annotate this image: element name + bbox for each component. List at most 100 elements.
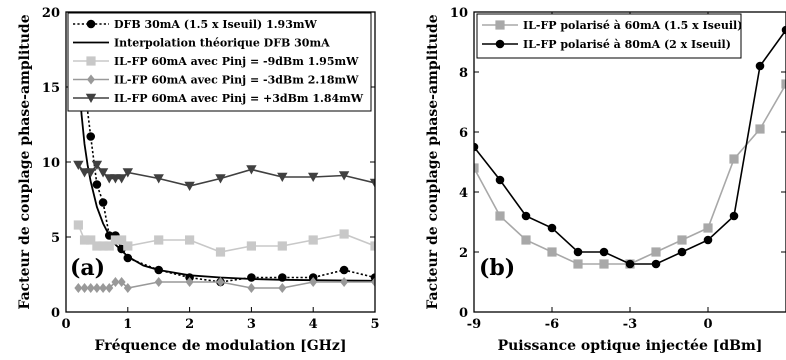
series-3-point (99, 283, 108, 293)
series-0-point (86, 132, 96, 141)
series-3-point (340, 277, 349, 287)
series-group (474, 25, 786, 269)
series-1-point (651, 259, 661, 269)
panel-tag: (a) (70, 255, 105, 281)
series-2-point (86, 235, 96, 245)
series-2-point (246, 241, 256, 251)
y-axis-title: Facteur de couplage phase-amplitude (17, 14, 33, 309)
series-0-point (703, 223, 713, 233)
series-3-point (105, 283, 114, 293)
series-3-point (154, 277, 163, 287)
series-0-point (755, 124, 765, 134)
series-1-point (573, 247, 583, 257)
series-2-point (308, 235, 318, 245)
series-4-point (97, 168, 109, 178)
legend: IL-FP polarisé à 60mA (1.5 x Iseuil) IL-F… (476, 13, 742, 59)
series-3-point (247, 283, 256, 293)
series-4-point (215, 174, 226, 184)
series-3-point (111, 277, 120, 287)
series-4-point (308, 172, 319, 182)
series-3-point (371, 277, 375, 287)
series-4-point (184, 181, 195, 191)
series-2-point (110, 235, 121, 245)
y-tick-label: 6 (459, 126, 468, 141)
legend-marker-0 (495, 20, 505, 30)
series-0-point (92, 180, 102, 189)
series-4-point (369, 178, 375, 188)
x-tick-label: 5 (370, 317, 379, 332)
legend-box (476, 13, 742, 59)
legend-box (67, 12, 372, 112)
series-4-point (246, 165, 257, 175)
x-tick-label: 1 (123, 317, 132, 332)
legend: DFB 30mA (1.5 x Iseuil) 1.93mW Interpolat… (67, 12, 372, 112)
x-tick-label: -3 (623, 317, 637, 332)
legend-label-0: IL-FP polarisé à 60mA (1.5 x Iseuil) (523, 19, 742, 32)
y-tick-label: 0 (51, 306, 60, 321)
series-2-point (73, 220, 83, 230)
series-2-point (277, 241, 287, 251)
series-0-point (651, 247, 661, 257)
series-0-point (247, 273, 256, 282)
series-2-point (185, 235, 195, 245)
series-4-point (338, 171, 350, 181)
series-2-point (104, 241, 114, 251)
series-2-point (98, 241, 108, 251)
series-0-point (573, 259, 583, 269)
series-2-point (339, 229, 349, 239)
series-1-point (495, 175, 505, 185)
legend-label-2: IL-FP 60mA avec Pinj = -9dBm 1.95mW (114, 55, 359, 68)
series-1-point (677, 247, 687, 257)
series-1-point (625, 259, 635, 269)
series-1-point (781, 25, 786, 35)
legend-marker-2 (86, 56, 96, 66)
series-1-point (599, 247, 609, 257)
x-tick-label: 2 (185, 317, 194, 332)
panel-b: -9 -6 -3 0 0 2 4 6 8 10 Puissance optique injectée… (425, 6, 786, 354)
legend-label-0: DFB 30mA (1.5 x Iseuil) 1.93mW (114, 18, 318, 31)
y-tick-label: 2 (459, 246, 468, 261)
series-0-point (781, 79, 786, 89)
series-0-point (521, 235, 531, 245)
series-3-point (185, 277, 194, 287)
series-3-point (123, 283, 132, 293)
series-3-point (74, 283, 83, 293)
legend-marker-4 (85, 93, 97, 103)
y-tick-label: 0 (459, 306, 468, 321)
legend-label-1: IL-FP polarisé à 80mA (2 x Iseuil) (523, 38, 731, 51)
series-2-point (370, 241, 375, 251)
legend-label-4: IL-FP 60mA avec Pinj = +3dBm 1.84mW (114, 92, 364, 105)
series-4-point (277, 172, 288, 182)
series-2-point (92, 241, 102, 251)
series-1-point (729, 211, 739, 221)
series-4-point (116, 174, 127, 184)
series-line-1 (474, 29, 786, 265)
series-0-point (729, 154, 739, 164)
series-0-point (599, 259, 609, 269)
y-tick-label: 20 (42, 6, 60, 21)
y-axis-title: Facteur de couplage phase-amplitude (425, 14, 441, 309)
series-3-point (92, 283, 101, 293)
series-line-0 (474, 83, 786, 265)
x-tick-label: 0 (703, 317, 712, 332)
y-tick-label: 15 (42, 81, 60, 96)
series-0-point (495, 211, 505, 221)
series-2-point (117, 235, 127, 245)
series-0-point (474, 163, 479, 173)
series-4-point (91, 160, 103, 170)
series-2-point (154, 235, 164, 245)
series-3-point (117, 277, 126, 287)
y-tick-label: 4 (459, 186, 468, 201)
x-tick-label: 3 (247, 317, 256, 332)
series-0-point (98, 198, 108, 207)
series-2-point (79, 235, 90, 245)
legend-marker-1 (495, 39, 505, 49)
x-tick-label: -6 (545, 317, 559, 332)
panel-tag: (b) (479, 255, 515, 281)
series-3-point (80, 283, 89, 293)
x-tick-label: 4 (309, 317, 318, 332)
y-tick-label: 8 (459, 66, 468, 81)
x-tick-label: -9 (467, 317, 481, 332)
series-0-point (677, 235, 687, 245)
